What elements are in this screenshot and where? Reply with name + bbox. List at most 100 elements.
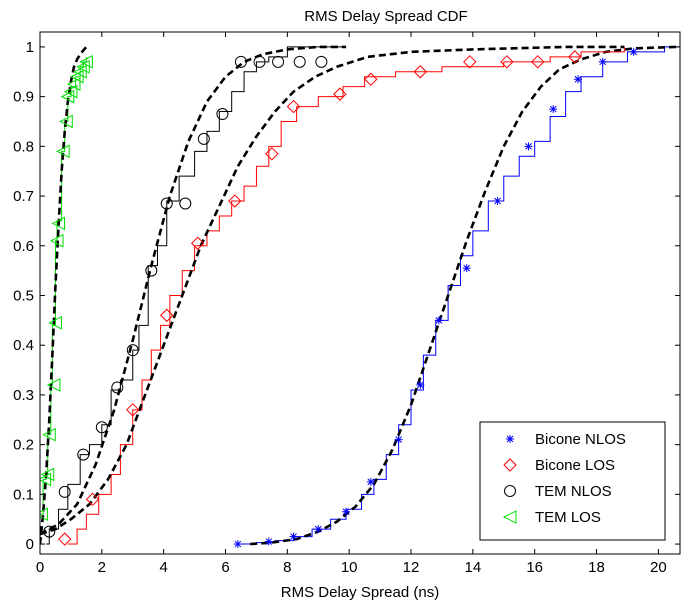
x-tick-label: 6 — [221, 559, 229, 576]
star-marker — [524, 142, 533, 151]
diamond-marker — [503, 458, 517, 472]
diamond-marker — [126, 403, 140, 417]
x-tick-label: 12 — [403, 559, 420, 576]
empirical-cdf-line — [40, 56, 87, 515]
diamond-marker — [160, 308, 174, 323]
plot-frame — [39, 31, 681, 555]
circle-marker — [126, 344, 139, 357]
x-tick-label: 16 — [526, 559, 543, 576]
x-tick-label: 18 — [588, 559, 605, 576]
star-marker — [506, 435, 514, 443]
circle-marker — [293, 55, 306, 68]
circle-marker — [43, 525, 56, 538]
circle-marker — [272, 55, 285, 68]
x-tick-label: 0 — [36, 559, 44, 576]
y-tick-label: 0.1 — [13, 486, 34, 503]
star-marker — [598, 57, 607, 66]
diamond-marker — [228, 194, 242, 208]
series-bicone-nlos — [233, 45, 680, 549]
legend-entry: Bicone NLOS — [506, 431, 626, 448]
star-marker — [394, 435, 403, 444]
diamond-marker — [500, 55, 514, 69]
series-tem-los — [40, 46, 93, 545]
x-tick-label: 2 — [98, 559, 106, 576]
diamond-marker — [333, 87, 347, 101]
axes-layer: 0 2 4 6 8 10 12 14 16 18 20 0 0.1 0.2 0.3 0.4 0.5 0.6 0.7 0… — [13, 32, 680, 576]
empirical-cdf-line — [67, 46, 625, 545]
y-tick-label: 0 — [26, 536, 34, 553]
legend-entry: TEM LOS — [502, 509, 601, 526]
circle-marker — [234, 55, 247, 68]
triangle-left-marker — [46, 378, 61, 392]
fitted-cdf-line — [250, 45, 677, 546]
x-tick-label: 8 — [283, 559, 291, 576]
triangle-left-marker — [42, 427, 56, 442]
circle-marker — [95, 421, 108, 434]
x-tick-label: 4 — [159, 559, 167, 576]
diamond-marker — [364, 72, 378, 86]
y-tick-label: 0.3 — [13, 387, 34, 404]
y-tick-label: 0.6 — [13, 238, 34, 255]
triangle-left-marker — [59, 114, 73, 129]
y-tick-label: 1 — [26, 39, 34, 56]
circle-marker — [179, 197, 192, 210]
y-tick-label: 0.8 — [13, 138, 34, 155]
circle-marker — [253, 55, 266, 68]
diamond-marker — [286, 99, 301, 114]
diamond-marker — [413, 65, 427, 79]
triangle-left-marker — [502, 510, 517, 524]
x-tick-label: 14 — [465, 559, 482, 576]
diamond-marker — [58, 532, 72, 546]
circle-marker — [111, 381, 124, 394]
star-marker — [289, 532, 298, 541]
circle-marker — [216, 108, 229, 121]
star-marker — [434, 316, 443, 325]
diamond-marker — [85, 492, 100, 507]
circle-marker — [145, 264, 158, 277]
y-tick-label: 0.7 — [13, 188, 34, 205]
star-marker — [416, 380, 425, 389]
triangle-left-marker — [66, 77, 81, 92]
y-tick-label: 0.2 — [13, 437, 34, 454]
legend-entry: Bicone LOS — [503, 457, 615, 474]
chart-title: RMS Delay Spread CDF — [304, 8, 467, 25]
fitted-cdf-line — [40, 46, 88, 545]
diamond-marker — [568, 50, 582, 64]
series-layer — [40, 45, 680, 549]
circle-marker — [504, 485, 516, 497]
star-marker — [233, 540, 242, 549]
fitted-cdf-line — [40, 45, 347, 536]
star-marker — [342, 507, 351, 516]
x-tick-label: 20 — [650, 559, 667, 576]
star-marker — [493, 197, 502, 206]
diamond-marker — [531, 55, 545, 69]
y-tick-label: 0.9 — [13, 89, 34, 106]
star-marker — [264, 537, 273, 546]
legend-entry: TEM NLOS — [504, 483, 612, 500]
circle-marker — [197, 132, 210, 145]
series-tem-nlos — [40, 45, 347, 545]
diamond-marker — [463, 55, 477, 69]
diamond-marker — [265, 147, 279, 161]
y-tick-label: 0.4 — [13, 337, 34, 354]
circle-marker — [315, 55, 328, 68]
x-tick-label: 10 — [341, 559, 358, 576]
circle-marker — [77, 448, 90, 461]
triangle-left-marker — [40, 467, 55, 482]
triangle-left-marker — [49, 233, 64, 248]
star-marker — [573, 75, 582, 84]
triangle-left-marker — [40, 507, 49, 522]
triangle-left-marker — [56, 144, 70, 159]
star-marker — [366, 477, 375, 486]
triangle-left-marker — [63, 84, 78, 99]
y-tick-label: 0.5 — [13, 287, 34, 304]
star-marker — [629, 47, 638, 56]
star-marker — [314, 525, 323, 534]
legend-label: Bicone NLOS — [535, 431, 626, 448]
star-marker — [549, 105, 558, 114]
empirical-cdf-line — [46, 46, 347, 545]
star-marker — [462, 264, 471, 273]
diamond-marker — [190, 236, 205, 250]
series-bicone-los — [40, 45, 625, 546]
